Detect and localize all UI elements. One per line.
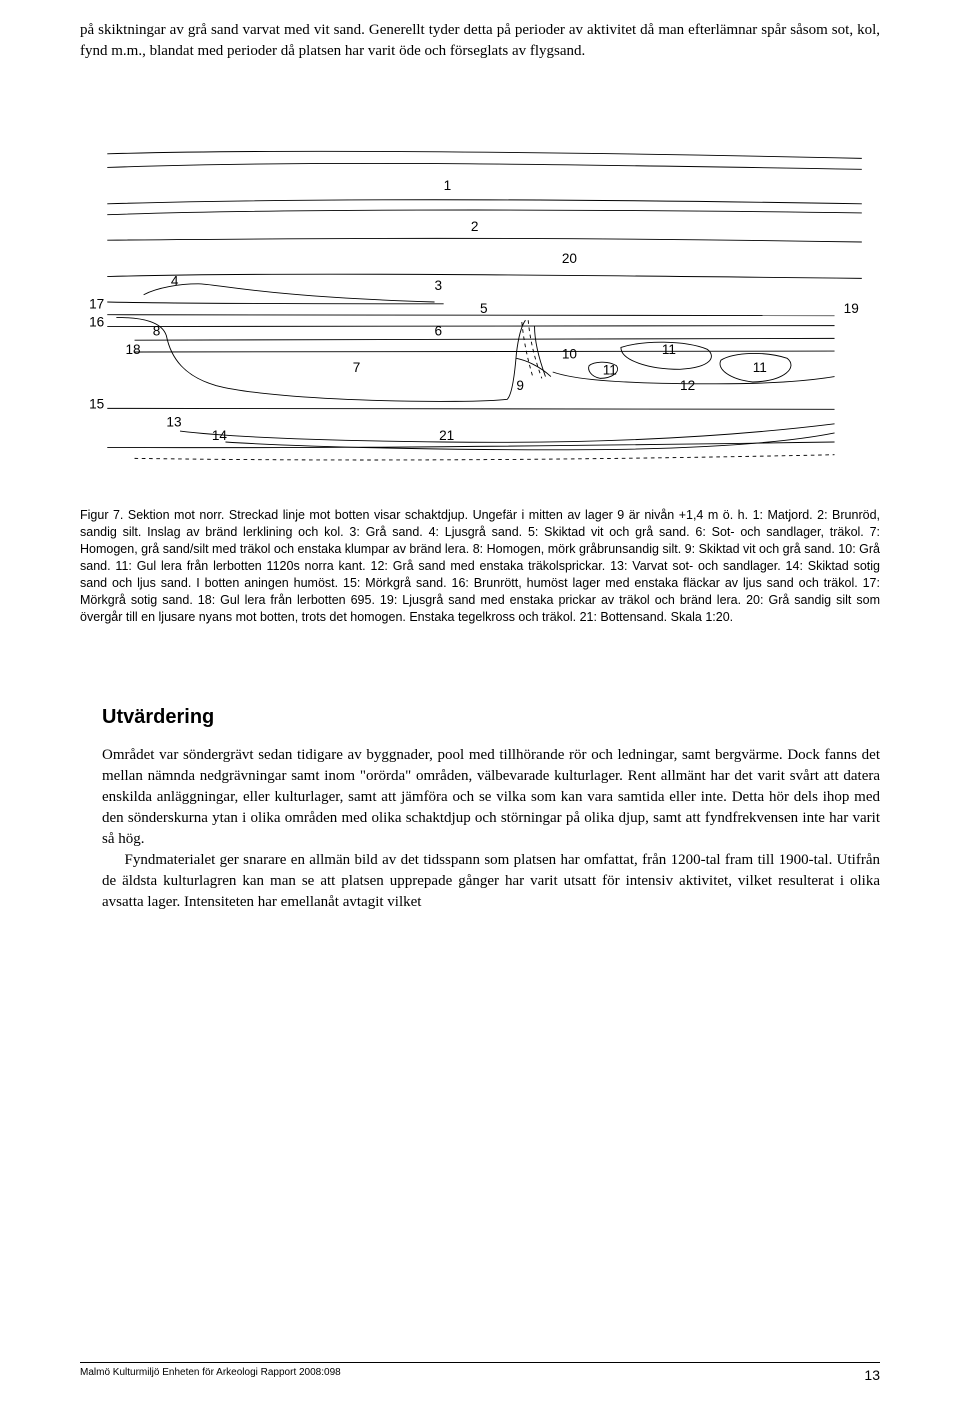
layer-label: 17 — [89, 296, 104, 311]
stratum-line — [107, 163, 862, 169]
layer-label: 1 — [444, 178, 452, 193]
layer-label: 6 — [435, 324, 443, 339]
stratum-line — [107, 314, 834, 316]
stratum-line — [107, 326, 834, 327]
layer-label: 9 — [516, 378, 524, 393]
layer-label: 15 — [89, 396, 104, 411]
stratum-line — [107, 407, 834, 409]
stratum-line — [135, 338, 835, 340]
stratum-line — [107, 238, 862, 242]
layer-label: 12 — [680, 378, 695, 393]
layer-label: 4 — [171, 274, 179, 289]
stratum-line — [107, 274, 862, 278]
page-number: 13 — [864, 1367, 880, 1383]
layer-label: 11 — [753, 360, 767, 375]
footer-left-text: Malmö Kulturmiljö Enheten för Arkeologi … — [80, 1367, 341, 1383]
section-drawing-svg: 1220431751916861810117111191215131421 — [80, 122, 880, 467]
stratum-line — [107, 200, 862, 204]
layer-label: 20 — [562, 251, 578, 266]
layer-label: 16 — [89, 315, 104, 330]
page-footer: Malmö Kulturmiljö Enheten för Arkeologi … — [80, 1362, 880, 1383]
evaluation-paragraph-2: Fyndmaterialet ger snarare en allmän bil… — [102, 850, 880, 913]
evaluation-paragraph-1: Området var söndergrävt sedan tidigare a… — [102, 745, 880, 850]
stratum-line — [144, 284, 435, 302]
layer-label: 7 — [353, 360, 361, 375]
evaluation-heading: Utvärdering — [102, 706, 880, 729]
stratum-line — [116, 317, 525, 401]
intro-paragraph: på skiktningar av grå sand varvat med vi… — [80, 20, 880, 62]
stratum-line — [107, 151, 862, 158]
layer-label: 13 — [166, 415, 181, 430]
layer-label: 8 — [153, 324, 161, 339]
figure-caption: Figur 7. Sektion mot norr. Streckad linj… — [80, 507, 880, 625]
dashed-line — [522, 322, 533, 377]
layer-label: 11 — [662, 342, 676, 357]
stratum-line — [135, 351, 835, 352]
stratum-line — [107, 302, 443, 304]
layer-label: 10 — [562, 346, 578, 361]
stratum-line — [180, 424, 835, 443]
stratum-line — [516, 358, 551, 376]
dashed-line — [135, 455, 835, 460]
layer-label: 21 — [439, 428, 454, 443]
layer-label: 14 — [212, 428, 228, 443]
layer-label: 3 — [435, 278, 443, 293]
layer-label: 19 — [844, 301, 859, 316]
stratum-line — [107, 210, 862, 215]
layer-label: 5 — [480, 301, 488, 316]
layer-label: 11 — [603, 363, 617, 378]
layer-label: 2 — [471, 219, 479, 234]
layer-label: 18 — [125, 342, 140, 357]
figure-section-drawing: 1220431751916861810117111191215131421 — [80, 122, 880, 467]
